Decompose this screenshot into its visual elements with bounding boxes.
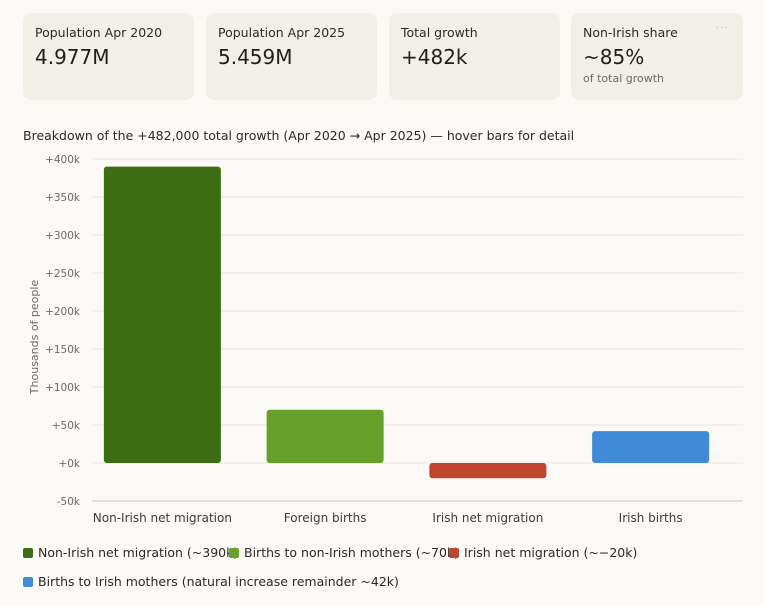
y-tick-label: +350k [45, 192, 81, 204]
bar[interactable] [266, 409, 384, 463]
stat-value: +482k [401, 45, 468, 69]
y-axis-label: Thousands of people [28, 280, 41, 396]
legend-label: Births to non-Irish mothers (~70k) [244, 545, 460, 560]
y-tick-label: -50k [57, 496, 81, 508]
stat-label: Population Apr 2020 [35, 25, 163, 40]
y-tick-label: +200k [45, 306, 81, 318]
stat-card-pop-2025: Population Apr 2025 5.459M [206, 13, 377, 100]
y-tick-label: +250k [45, 268, 81, 280]
y-tick-label: +150k [45, 344, 81, 356]
x-tick-label: Non-Irish net migration [93, 511, 232, 525]
legend-swatch [229, 548, 239, 558]
stat-label: Population Apr 2025 [218, 25, 346, 40]
y-tick-label: +50k [52, 420, 81, 432]
legend-swatch [449, 548, 459, 558]
legend-swatch [23, 577, 33, 587]
legend-item-irish-migration: Irish net migration (~−20k) [449, 545, 637, 560]
legend-label: Births to Irish mothers (natural increas… [38, 574, 399, 589]
stat-sublabel: of total growth [583, 72, 665, 85]
y-tick-label: +300k [45, 230, 81, 242]
bar[interactable] [103, 166, 221, 463]
stat-value: 4.977M [35, 45, 110, 69]
stat-card-total-growth: Total growth +482k [389, 13, 560, 100]
legend-label: Non-Irish net migration (~390k) [38, 545, 239, 560]
x-tick-label: Irish net migration [432, 511, 543, 525]
stat-value: ~85% [583, 45, 645, 69]
stat-label: Non-Irish share [583, 25, 678, 40]
legend-item-foreign-births: Births to non-Irish mothers (~70k) [229, 545, 459, 560]
legend-item-non-irish-migration: Non-Irish net migration (~390k) [23, 545, 238, 560]
stat-card-non-irish-share: ··· Non-Irish share ~85% of total growth [571, 13, 743, 100]
bar[interactable] [592, 431, 710, 463]
y-tick-label: +400k [45, 154, 81, 166]
chart-caption: Breakdown of the +482,000 total growth (… [23, 128, 575, 143]
stat-label: Total growth [401, 25, 478, 40]
stat-cards: Population Apr 2020 4.977M Population Ap… [23, 13, 743, 100]
legend-label: Irish net migration (~−20k) [464, 545, 638, 560]
bar-chart: -50k +0k +50k +100k +150k +200k +250k +300k +350… [28, 154, 743, 525]
stat-value: 5.459M [218, 45, 293, 69]
x-tick-label: Irish births [619, 511, 683, 525]
y-tick-label: +0k [58, 458, 80, 470]
x-tick-label: Foreign births [284, 511, 367, 525]
stat-card-pop-2020: Population Apr 2020 4.977M [23, 13, 194, 100]
bar[interactable] [429, 463, 547, 479]
legend-item-irish-births: Births to Irish mothers (natural increas… [23, 574, 399, 589]
legend-swatch [23, 548, 33, 558]
y-tick-label: +100k [45, 382, 81, 394]
more-options-icon[interactable]: ··· [715, 21, 729, 34]
